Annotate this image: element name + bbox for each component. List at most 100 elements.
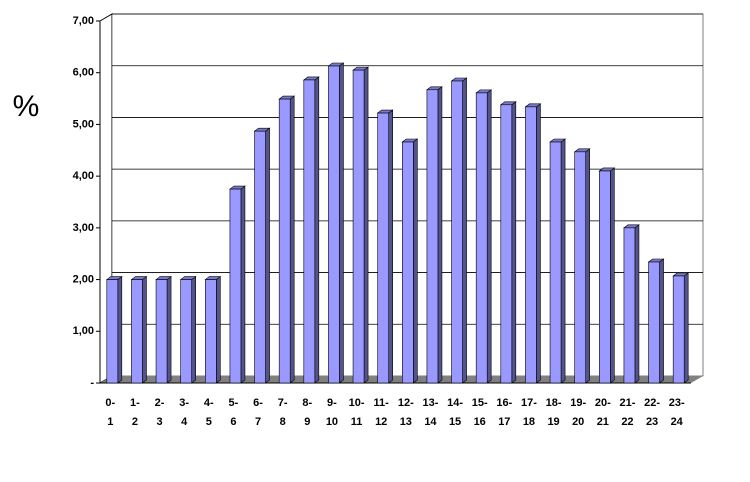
bar [229, 188, 242, 384]
bar [451, 80, 463, 384]
bar-side [536, 103, 541, 384]
x-tick-label: 3- [179, 397, 189, 409]
x-tick-label: 14 [424, 416, 437, 428]
x-tick-label: 12- [398, 397, 414, 409]
x-tick-label: 16 [474, 416, 486, 428]
bar-side [142, 275, 147, 384]
y-tick-label: 1,00 [73, 325, 94, 337]
bar-side [610, 167, 615, 384]
bar-side [363, 66, 369, 384]
bar-side [585, 148, 590, 384]
x-tick-label: 23- [669, 397, 685, 409]
x-tick-label: 2 [132, 416, 138, 428]
bar-side [314, 76, 320, 384]
x-tick-label: 2- [155, 397, 165, 409]
x-tick-label: 19- [570, 397, 586, 409]
bar [402, 141, 414, 384]
x-tick-label: 18 [523, 416, 535, 428]
bar [278, 98, 291, 384]
x-tick-label: 12 [375, 416, 387, 428]
x-tick-label: 9- [327, 397, 337, 409]
x-tick-label: 10- [349, 397, 365, 409]
x-tick-label: 1 [107, 416, 113, 428]
x-tick-label: 0- [105, 397, 115, 409]
bar-side [560, 138, 566, 384]
bar [623, 227, 636, 384]
bar-side [339, 62, 344, 384]
x-tick-label: 18- [546, 397, 562, 409]
bar [475, 92, 488, 384]
bar-side [191, 275, 196, 384]
bar [599, 170, 611, 384]
x-tick-label: 4 [181, 416, 188, 428]
bar-side [634, 224, 640, 384]
x-tick-label: 6- [253, 397, 263, 409]
bar [352, 69, 365, 384]
bar-side [166, 275, 172, 384]
x-tick-label: 7 [255, 416, 261, 428]
x-tick-label: 3 [157, 416, 163, 428]
bar [648, 261, 660, 384]
y-tick-label: 5,00 [73, 118, 94, 130]
bar [672, 275, 685, 384]
x-tick-label: 24 [671, 416, 684, 428]
x-tick-label: 1- [130, 397, 140, 409]
x-tick-label: 11 [351, 416, 363, 428]
y-tick-label: 2,00 [73, 273, 94, 285]
bar [426, 89, 439, 384]
bar-side [683, 272, 689, 384]
bar-side [265, 127, 270, 384]
x-tick-label: 9 [304, 416, 310, 428]
x-tick-label: 5 [206, 416, 212, 428]
bar-side [216, 275, 221, 384]
y-axis-label: % [13, 90, 40, 123]
x-tick-label: 22 [621, 416, 633, 428]
y-tick-label: 4,00 [73, 170, 94, 182]
x-tick-label: 5- [229, 397, 239, 409]
x-tick-label: 23 [646, 416, 658, 428]
bar [377, 112, 389, 384]
bar [106, 279, 119, 384]
x-tick-label: 17 [498, 416, 510, 428]
x-tick-label: 14- [447, 397, 463, 409]
bar-side [486, 89, 492, 384]
y-tick-label: 7,00 [73, 15, 94, 27]
bar [525, 106, 537, 384]
x-tick-label: 15 [449, 416, 461, 428]
bar [328, 65, 340, 384]
x-tick-label: 22- [644, 397, 660, 409]
bar-side [462, 77, 467, 384]
y-tick-label: 6,00 [73, 67, 94, 79]
x-tick-label: 13 [400, 416, 412, 428]
x-tick-label: 17- [521, 397, 537, 409]
x-tick-label: 13- [422, 397, 438, 409]
bar [155, 279, 168, 384]
x-tick-label: 15- [472, 397, 488, 409]
x-tick-label: 21 [597, 416, 609, 428]
x-tick-label: 19 [547, 416, 559, 428]
x-tick-label: 8- [302, 397, 312, 409]
x-tick-label: 7- [278, 397, 288, 409]
bar [574, 151, 586, 384]
bar [254, 130, 266, 384]
bar [180, 279, 192, 384]
x-tick-label: 21- [619, 397, 635, 409]
y-tick-label: - [90, 377, 94, 389]
bar-side [388, 109, 393, 384]
x-tick-label: 6 [230, 416, 236, 428]
bar-side [117, 275, 123, 384]
bar-side [659, 258, 664, 384]
bar-side [240, 185, 246, 384]
bar-side [511, 101, 517, 384]
x-tick-label: 20 [572, 416, 584, 428]
bar [549, 141, 562, 384]
bar [131, 279, 143, 384]
bar [500, 104, 513, 384]
bar-side [289, 95, 295, 384]
bar-side [413, 138, 418, 384]
x-tick-label: 16- [496, 397, 512, 409]
x-tick-label: 8 [280, 416, 286, 428]
x-tick-label: 11- [374, 397, 390, 409]
x-tick-label: 20- [595, 397, 611, 409]
